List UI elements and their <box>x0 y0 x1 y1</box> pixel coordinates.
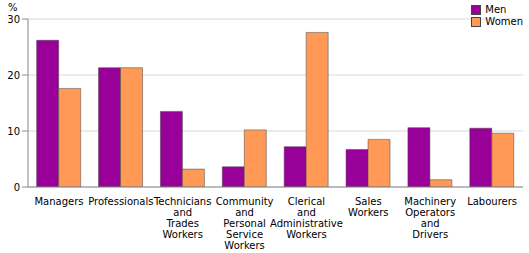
svg-text:Professionals: Professionals <box>88 196 153 207</box>
svg-text:Labourers: Labourers <box>467 196 517 207</box>
html-text:Men: Men <box>485 4 507 15</box>
svg-text:TechniciansandTradesWorkers: TechniciansandTradesWorkers <box>153 196 211 240</box>
svg-text:10: 10 <box>8 126 20 137</box>
svg-text:SalesWorkers: SalesWorkers <box>348 196 388 218</box>
svg-text:0: 0 <box>14 182 20 193</box>
svg-text:30: 30 <box>8 14 20 25</box>
html-text:Women: Women <box>485 16 523 27</box>
svg-text:20: 20 <box>8 70 20 81</box>
svg-text:Managers: Managers <box>34 196 83 207</box>
svg-text:CommunityandPersonalServiceWor: CommunityandPersonalServiceWorkers <box>216 196 274 251</box>
svg-text:ClericalandAdministrativeWorke: ClericalandAdministrativeWorkers <box>270 196 343 240</box>
svg-text:MachineryOperatorsandDrivers: MachineryOperatorsandDrivers <box>404 196 456 240</box>
